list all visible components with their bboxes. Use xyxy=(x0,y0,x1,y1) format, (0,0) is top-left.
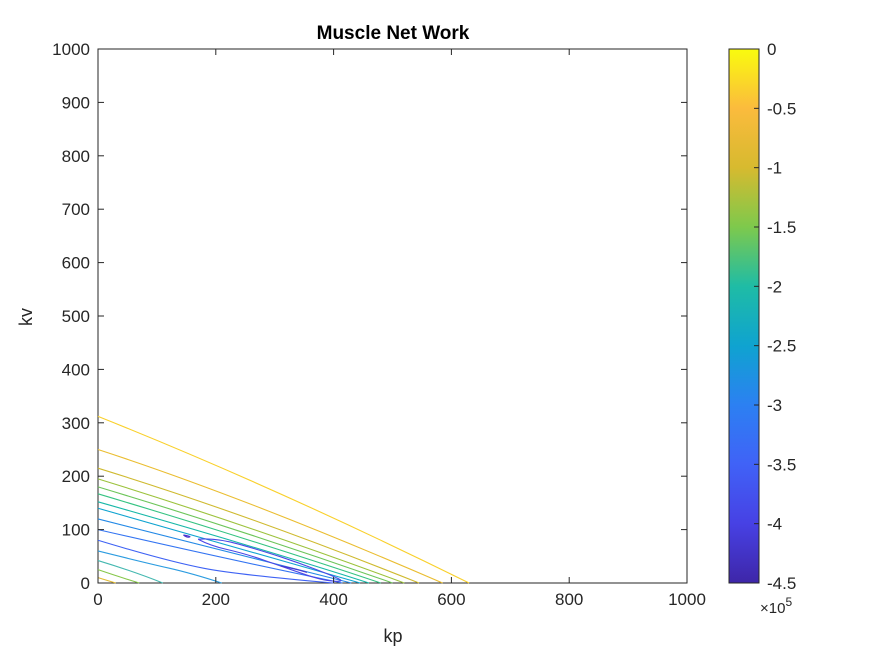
contour-line xyxy=(97,467,420,584)
contour-line xyxy=(97,478,405,584)
y-tick-label: 400 xyxy=(62,360,90,379)
x-axis: 0 200 400 600 800 1000 xyxy=(93,49,706,609)
y-axis-label: kv xyxy=(16,308,36,326)
colorbar xyxy=(728,48,760,584)
y-tick-label: 1000 xyxy=(52,40,90,59)
contour-line xyxy=(97,518,352,584)
y-tick-label: 500 xyxy=(62,307,90,326)
contour-line xyxy=(183,534,191,538)
colorbar-tick-label: -3.5 xyxy=(767,455,796,474)
y-axis: 0 100 200 300 400 500 600 700 800 900 1000 xyxy=(52,40,687,593)
y-tick-label: 600 xyxy=(62,254,90,273)
y-tick-label: 200 xyxy=(62,467,90,486)
colorbar-tick-label: -1.5 xyxy=(767,218,796,237)
colorbar-tick-label: -4 xyxy=(767,515,782,534)
colorbar-tick-label: -0.5 xyxy=(767,99,796,118)
y-tick-label: 700 xyxy=(62,200,90,219)
plot-area xyxy=(97,48,688,584)
contour-line xyxy=(97,501,370,584)
colorbar-tick-label: 0 xyxy=(767,40,776,59)
colorbar-tick-label: -2.5 xyxy=(767,337,796,356)
colorbar-ticks: 0 -0.5 -1 -1.5 -2 -2.5 -3 -3.5 -4 -4.5 xyxy=(754,40,796,593)
x-axis-label: kp xyxy=(383,626,402,646)
contour-line xyxy=(197,538,342,582)
colorbar-exponent: ×105 xyxy=(760,595,792,617)
contour-line xyxy=(280,565,308,573)
x-tick-label: 0 xyxy=(93,590,102,609)
contour-line xyxy=(97,560,163,584)
contour-line xyxy=(97,486,393,584)
y-tick-label: 300 xyxy=(62,414,90,433)
contour-line xyxy=(97,539,334,584)
contour-line xyxy=(97,448,443,584)
contour-line xyxy=(97,507,361,584)
x-tick-label: 800 xyxy=(555,590,583,609)
x-tick-label: 1000 xyxy=(668,590,706,609)
colorbar-exponent-base: ×10 xyxy=(760,600,785,617)
chart-title: Muscle Net Work xyxy=(317,23,470,44)
colorbar-tick-label: -4.5 xyxy=(767,574,796,593)
colorbar-tick-label: -2 xyxy=(767,277,782,296)
x-tick-label: 400 xyxy=(319,590,347,609)
contour-line xyxy=(97,493,381,584)
contour-lines xyxy=(97,415,470,584)
colorbar-exponent-power: 5 xyxy=(785,595,792,609)
colorbar-tick-label: -1 xyxy=(767,159,782,178)
x-tick-label: 200 xyxy=(202,590,230,609)
y-tick-label: 100 xyxy=(62,521,90,540)
contour-line xyxy=(97,415,470,584)
contour-line xyxy=(97,569,140,584)
colorbar-tick-label: -3 xyxy=(767,396,782,415)
contour-line xyxy=(97,550,222,584)
x-tick-label: 600 xyxy=(437,590,465,609)
y-tick-label: 800 xyxy=(62,147,90,166)
y-tick-label: 900 xyxy=(62,93,90,112)
y-tick-label: 0 xyxy=(81,574,90,593)
contour-line xyxy=(97,577,116,584)
